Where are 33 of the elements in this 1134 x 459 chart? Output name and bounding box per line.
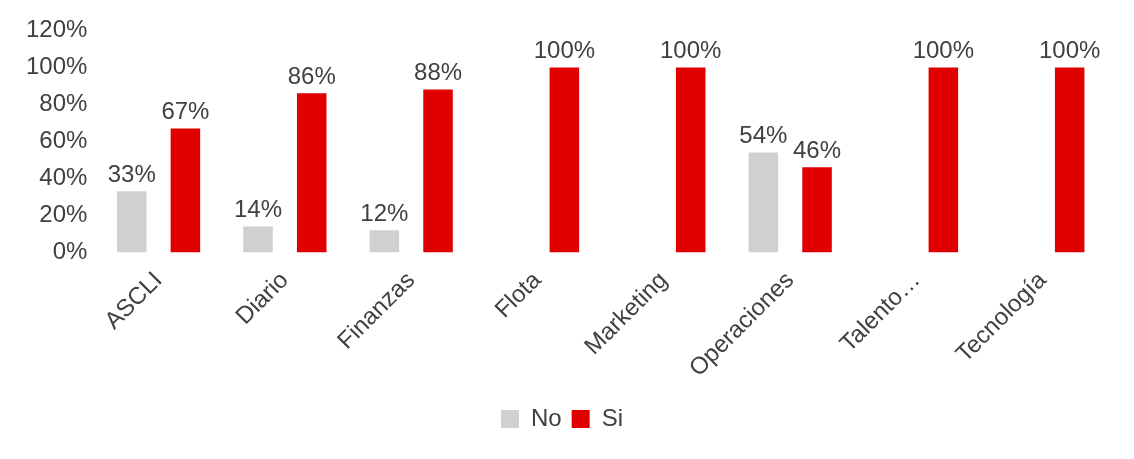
bar: [170, 128, 201, 253]
data-label: 33%: [107, 159, 156, 187]
y-tick-label: 40%: [39, 163, 88, 191]
data-label: 100%: [1038, 36, 1101, 64]
bar: [243, 226, 273, 253]
y-tick-label: 100%: [25, 52, 88, 80]
y-tick-label: 60%: [39, 126, 88, 154]
data-label: 67%: [161, 97, 210, 125]
bar: [369, 230, 400, 253]
bar: [802, 167, 832, 253]
y-tick-label: 80%: [39, 89, 88, 117]
bar: [748, 152, 779, 253]
bar: [296, 93, 327, 253]
bar: [675, 67, 706, 253]
data-label: 100%: [660, 36, 722, 64]
data-label: 54%: [739, 121, 788, 149]
data-label: 86%: [287, 61, 336, 89]
data-label: 100%: [533, 36, 596, 64]
data-label: 100%: [912, 36, 975, 64]
data-label: 12%: [360, 198, 409, 226]
y-tick-label: 0%: [52, 237, 88, 265]
data-label: 88%: [414, 58, 463, 86]
bar: [423, 89, 453, 253]
y-tick-label: 20%: [39, 200, 88, 228]
legend-label: No: [530, 403, 562, 431]
legend-label: Si: [601, 403, 624, 431]
data-label: 14%: [234, 195, 283, 223]
y-tick-label: 120%: [25, 15, 88, 43]
bar: [116, 191, 147, 253]
bar: [549, 67, 580, 253]
bar: [928, 67, 959, 253]
data-label: 46%: [793, 135, 842, 163]
bar: [1054, 67, 1085, 253]
